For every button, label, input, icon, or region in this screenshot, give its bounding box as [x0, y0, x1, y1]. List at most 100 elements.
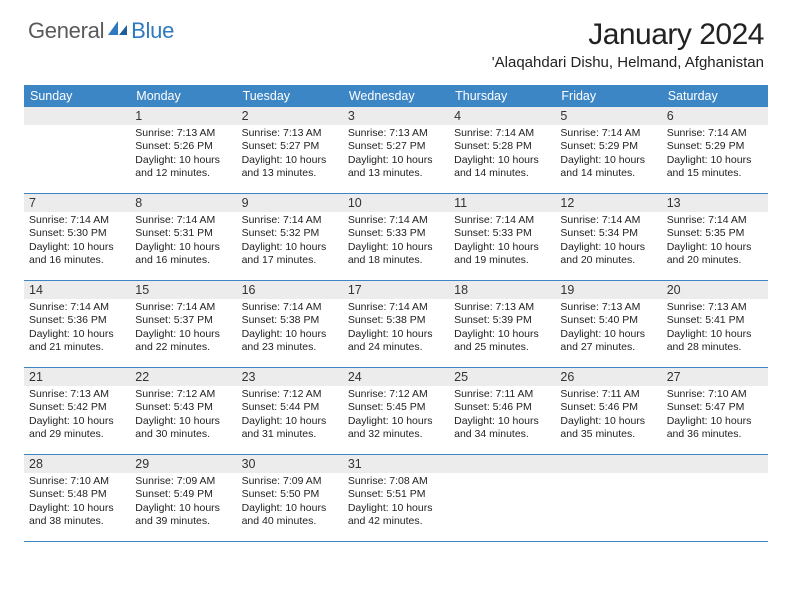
day-detail: Sunrise: 7:08 AMSunset: 5:51 PMDaylight:…	[343, 473, 449, 533]
daylight-text: Daylight: 10 hours and 32 minutes.	[348, 415, 445, 442]
sunset-text: Sunset: 5:34 PM	[560, 227, 657, 240]
week-row: 1Sunrise: 7:13 AMSunset: 5:26 PMDaylight…	[24, 107, 768, 194]
sunset-text: Sunset: 5:49 PM	[135, 488, 232, 501]
day-cell: 16Sunrise: 7:14 AMSunset: 5:38 PMDayligh…	[237, 281, 343, 367]
sunrise-text: Sunrise: 7:14 AM	[348, 214, 445, 227]
sunset-text: Sunset: 5:48 PM	[29, 488, 126, 501]
day-number: 2	[237, 107, 343, 125]
sunrise-text: Sunrise: 7:14 AM	[667, 127, 764, 140]
day-cell: 1Sunrise: 7:13 AMSunset: 5:26 PMDaylight…	[130, 107, 236, 193]
day-number: 7	[24, 194, 130, 212]
sunset-text: Sunset: 5:36 PM	[29, 314, 126, 327]
daylight-text: Daylight: 10 hours and 36 minutes.	[667, 415, 764, 442]
daylight-text: Daylight: 10 hours and 30 minutes.	[135, 415, 232, 442]
day-cell: 3Sunrise: 7:13 AMSunset: 5:27 PMDaylight…	[343, 107, 449, 193]
day-number: 13	[662, 194, 768, 212]
day-detail: Sunrise: 7:14 AMSunset: 5:34 PMDaylight:…	[555, 212, 661, 272]
day-number: 24	[343, 368, 449, 386]
day-detail: Sunrise: 7:14 AMSunset: 5:37 PMDaylight:…	[130, 299, 236, 359]
sunrise-text: Sunrise: 7:13 AM	[560, 301, 657, 314]
day-detail: Sunrise: 7:10 AMSunset: 5:48 PMDaylight:…	[24, 473, 130, 533]
sunrise-text: Sunrise: 7:11 AM	[454, 388, 551, 401]
daylight-text: Daylight: 10 hours and 34 minutes.	[454, 415, 551, 442]
sunrise-text: Sunrise: 7:14 AM	[560, 127, 657, 140]
day-number: 23	[237, 368, 343, 386]
sunset-text: Sunset: 5:27 PM	[348, 140, 445, 153]
dow-friday: Friday	[555, 85, 661, 107]
day-number: 16	[237, 281, 343, 299]
day-detail: Sunrise: 7:13 AMSunset: 5:27 PMDaylight:…	[343, 125, 449, 185]
page-header: General Blue January 2024 'Alaqahdari Di…	[0, 0, 792, 75]
day-cell: 23Sunrise: 7:12 AMSunset: 5:44 PMDayligh…	[237, 368, 343, 454]
sunrise-text: Sunrise: 7:14 AM	[242, 301, 339, 314]
day-number: 25	[449, 368, 555, 386]
sunrise-text: Sunrise: 7:12 AM	[242, 388, 339, 401]
sunset-text: Sunset: 5:40 PM	[560, 314, 657, 327]
day-detail: Sunrise: 7:14 AMSunset: 5:29 PMDaylight:…	[555, 125, 661, 185]
sunrise-text: Sunrise: 7:13 AM	[29, 388, 126, 401]
day-number	[449, 455, 555, 473]
daylight-text: Daylight: 10 hours and 21 minutes.	[29, 328, 126, 355]
daylight-text: Daylight: 10 hours and 14 minutes.	[560, 154, 657, 181]
day-number: 8	[130, 194, 236, 212]
sunrise-text: Sunrise: 7:14 AM	[454, 214, 551, 227]
sunset-text: Sunset: 5:39 PM	[454, 314, 551, 327]
sunset-text: Sunset: 5:46 PM	[454, 401, 551, 414]
day-cell: 11Sunrise: 7:14 AMSunset: 5:33 PMDayligh…	[449, 194, 555, 280]
day-number: 19	[555, 281, 661, 299]
sunrise-text: Sunrise: 7:13 AM	[242, 127, 339, 140]
day-cell: 20Sunrise: 7:13 AMSunset: 5:41 PMDayligh…	[662, 281, 768, 367]
day-detail: Sunrise: 7:12 AMSunset: 5:44 PMDaylight:…	[237, 386, 343, 446]
brand-word-1: General	[28, 18, 104, 44]
day-number: 4	[449, 107, 555, 125]
day-cell: 7Sunrise: 7:14 AMSunset: 5:30 PMDaylight…	[24, 194, 130, 280]
day-cell: 9Sunrise: 7:14 AMSunset: 5:32 PMDaylight…	[237, 194, 343, 280]
sunrise-text: Sunrise: 7:12 AM	[135, 388, 232, 401]
day-cell	[24, 107, 130, 193]
day-cell: 30Sunrise: 7:09 AMSunset: 5:50 PMDayligh…	[237, 455, 343, 541]
dow-wednesday: Wednesday	[343, 85, 449, 107]
daylight-text: Daylight: 10 hours and 14 minutes.	[454, 154, 551, 181]
dow-sunday: Sunday	[24, 85, 130, 107]
sunset-text: Sunset: 5:38 PM	[348, 314, 445, 327]
sunset-text: Sunset: 5:47 PM	[667, 401, 764, 414]
sunrise-text: Sunrise: 7:11 AM	[560, 388, 657, 401]
day-detail: Sunrise: 7:14 AMSunset: 5:30 PMDaylight:…	[24, 212, 130, 272]
daylight-text: Daylight: 10 hours and 31 minutes.	[242, 415, 339, 442]
day-number: 9	[237, 194, 343, 212]
sunrise-text: Sunrise: 7:14 AM	[454, 127, 551, 140]
sunrise-text: Sunrise: 7:14 AM	[135, 214, 232, 227]
day-number: 31	[343, 455, 449, 473]
day-cell: 27Sunrise: 7:10 AMSunset: 5:47 PMDayligh…	[662, 368, 768, 454]
sunset-text: Sunset: 5:27 PM	[242, 140, 339, 153]
day-of-week-row: Sunday Monday Tuesday Wednesday Thursday…	[24, 85, 768, 107]
day-cell: 2Sunrise: 7:13 AMSunset: 5:27 PMDaylight…	[237, 107, 343, 193]
day-cell: 4Sunrise: 7:14 AMSunset: 5:28 PMDaylight…	[449, 107, 555, 193]
day-cell: 26Sunrise: 7:11 AMSunset: 5:46 PMDayligh…	[555, 368, 661, 454]
sunset-text: Sunset: 5:51 PM	[348, 488, 445, 501]
day-cell: 13Sunrise: 7:14 AMSunset: 5:35 PMDayligh…	[662, 194, 768, 280]
day-detail: Sunrise: 7:14 AMSunset: 5:32 PMDaylight:…	[237, 212, 343, 272]
day-detail: Sunrise: 7:14 AMSunset: 5:33 PMDaylight:…	[343, 212, 449, 272]
daylight-text: Daylight: 10 hours and 25 minutes.	[454, 328, 551, 355]
weeks-container: 1Sunrise: 7:13 AMSunset: 5:26 PMDaylight…	[24, 107, 768, 542]
daylight-text: Daylight: 10 hours and 28 minutes.	[667, 328, 764, 355]
day-cell: 22Sunrise: 7:12 AMSunset: 5:43 PMDayligh…	[130, 368, 236, 454]
day-detail: Sunrise: 7:11 AMSunset: 5:46 PMDaylight:…	[555, 386, 661, 446]
day-detail: Sunrise: 7:14 AMSunset: 5:38 PMDaylight:…	[237, 299, 343, 359]
daylight-text: Daylight: 10 hours and 24 minutes.	[348, 328, 445, 355]
day-number: 5	[555, 107, 661, 125]
day-cell: 14Sunrise: 7:14 AMSunset: 5:36 PMDayligh…	[24, 281, 130, 367]
day-cell	[555, 455, 661, 541]
day-number: 10	[343, 194, 449, 212]
sunrise-text: Sunrise: 7:13 AM	[348, 127, 445, 140]
sunset-text: Sunset: 5:33 PM	[348, 227, 445, 240]
day-number	[24, 107, 130, 125]
day-detail: Sunrise: 7:14 AMSunset: 5:35 PMDaylight:…	[662, 212, 768, 272]
day-detail: Sunrise: 7:14 AMSunset: 5:38 PMDaylight:…	[343, 299, 449, 359]
day-cell: 10Sunrise: 7:14 AMSunset: 5:33 PMDayligh…	[343, 194, 449, 280]
daylight-text: Daylight: 10 hours and 12 minutes.	[135, 154, 232, 181]
daylight-text: Daylight: 10 hours and 17 minutes.	[242, 241, 339, 268]
day-number: 27	[662, 368, 768, 386]
day-number: 3	[343, 107, 449, 125]
